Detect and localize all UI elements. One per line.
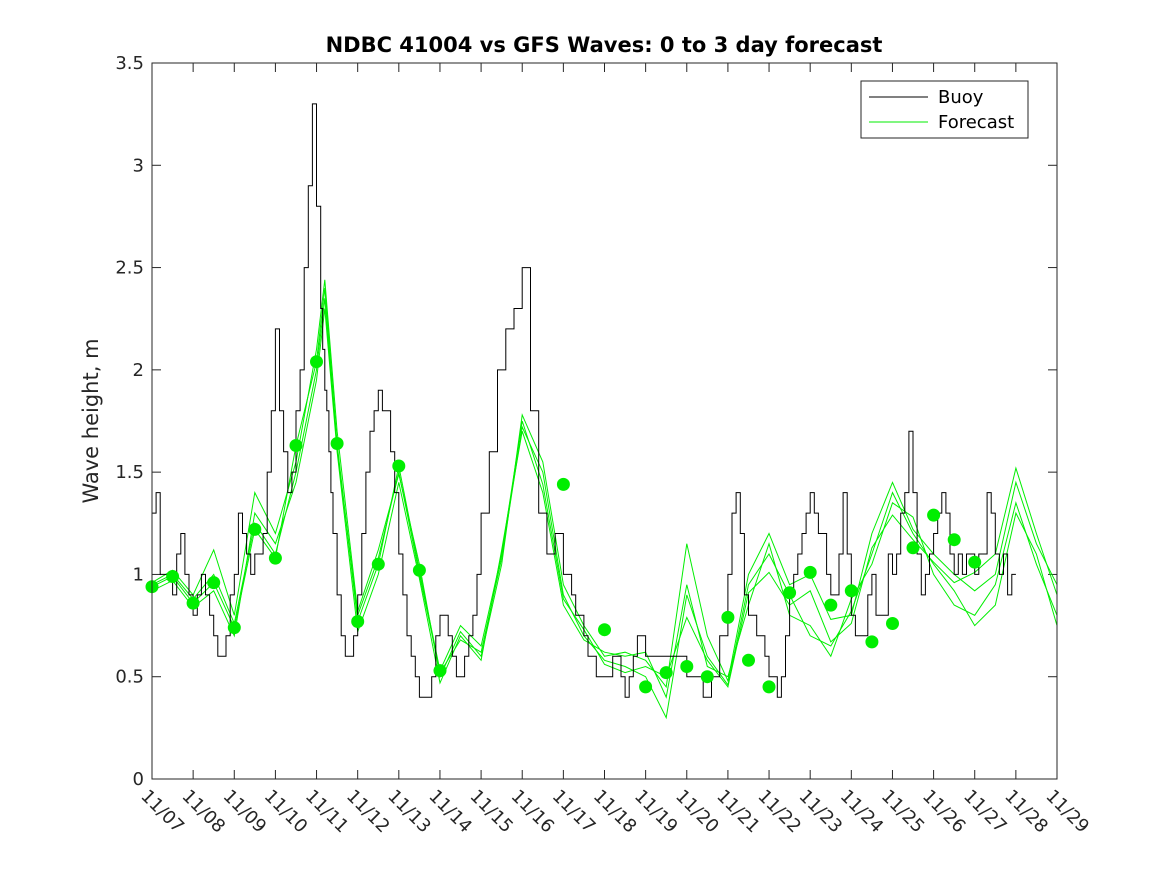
forecast-marker xyxy=(659,666,673,680)
forecast-marker xyxy=(207,576,221,590)
forecast-marker xyxy=(248,522,262,536)
y-tick-label: 1 xyxy=(133,564,144,585)
forecast-marker xyxy=(783,586,797,600)
forecast-marker xyxy=(680,660,694,673)
forecast-marker xyxy=(186,596,200,610)
y-tick-label: 3.5 xyxy=(115,53,144,74)
legend-buoy-label: Buoy xyxy=(938,87,984,108)
forecast-marker xyxy=(968,555,982,569)
forecast-marker xyxy=(412,563,426,577)
forecast-marker xyxy=(906,541,920,555)
y-tick-label: 0.5 xyxy=(115,667,144,688)
forecast-marker xyxy=(639,680,653,694)
plot-area xyxy=(152,63,1057,779)
forecast-marker xyxy=(392,459,406,473)
forecast-markers-group xyxy=(145,355,982,694)
forecast-marker xyxy=(433,664,447,678)
forecast-marker xyxy=(289,439,303,452)
y-tick-label: 0 xyxy=(133,769,144,790)
forecast-marker xyxy=(227,621,241,635)
forecast-marker xyxy=(330,437,344,450)
y-tick-label: 1.5 xyxy=(115,462,144,483)
y-tick-label: 2 xyxy=(133,360,144,381)
forecast-marker xyxy=(166,570,180,583)
forecast-marker xyxy=(556,477,570,491)
forecast-marker xyxy=(721,610,735,624)
forecast-marker xyxy=(268,551,282,565)
forecast-marker xyxy=(803,565,817,579)
forecast-marker xyxy=(351,615,365,628)
forecast-marker xyxy=(947,533,961,547)
forecast-marker xyxy=(742,653,755,667)
y-tick-label: 2.5 xyxy=(115,258,144,279)
legend-box xyxy=(860,80,1029,139)
forecast-series-line xyxy=(151,279,1058,689)
forecast-marker xyxy=(598,623,611,637)
forecast-marker xyxy=(310,355,323,369)
forecast-marker xyxy=(927,508,941,522)
forecast-marker xyxy=(762,680,776,694)
legend: Buoy Forecast xyxy=(860,80,1029,139)
forecast-series-line xyxy=(151,308,1058,699)
plot-frame xyxy=(151,62,1058,780)
buoy-series-line xyxy=(152,103,1016,698)
legend-forecast-label: Forecast xyxy=(938,112,1014,133)
forecast-marker xyxy=(865,635,879,649)
forecast-marker xyxy=(844,584,858,598)
chart-title: NDBC 41004 vs GFS Waves: 0 to 3 day fore… xyxy=(326,33,883,57)
forecast-marker xyxy=(700,670,714,684)
y-tick-label: 3 xyxy=(133,155,144,176)
forecast-marker xyxy=(824,598,838,612)
forecast-marker xyxy=(371,557,385,571)
y-axis-ticks: 0 0.5 1 1.5 2 2.5 3 3.5 xyxy=(115,53,1057,790)
forecast-marker xyxy=(886,617,899,630)
y-axis-label: Wave height, m xyxy=(79,338,103,503)
